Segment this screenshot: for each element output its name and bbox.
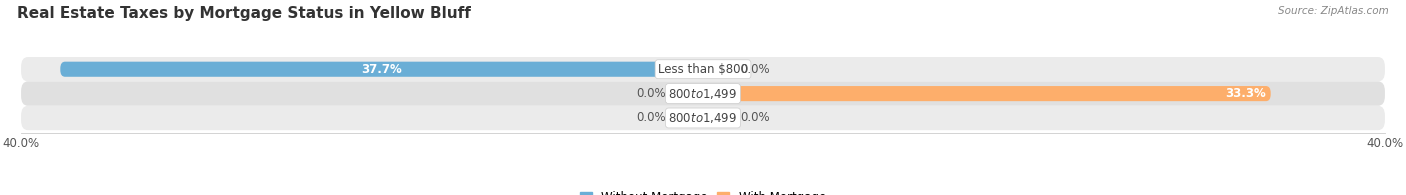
FancyBboxPatch shape bbox=[21, 106, 1385, 130]
FancyBboxPatch shape bbox=[21, 57, 1385, 82]
Text: 0.0%: 0.0% bbox=[636, 87, 665, 100]
Text: 0.0%: 0.0% bbox=[741, 112, 770, 124]
Text: 0.0%: 0.0% bbox=[741, 63, 770, 76]
Text: Source: ZipAtlas.com: Source: ZipAtlas.com bbox=[1278, 6, 1389, 16]
Text: Real Estate Taxes by Mortgage Status in Yellow Bluff: Real Estate Taxes by Mortgage Status in … bbox=[17, 6, 471, 21]
Legend: Without Mortgage, With Mortgage: Without Mortgage, With Mortgage bbox=[575, 186, 831, 195]
Text: 0.0%: 0.0% bbox=[636, 112, 665, 124]
Text: $800 to $1,499: $800 to $1,499 bbox=[668, 87, 738, 101]
Text: 33.3%: 33.3% bbox=[1225, 87, 1265, 100]
FancyBboxPatch shape bbox=[703, 86, 1271, 101]
FancyBboxPatch shape bbox=[672, 86, 703, 101]
FancyBboxPatch shape bbox=[703, 62, 734, 77]
Text: Less than $800: Less than $800 bbox=[658, 63, 748, 76]
Text: 37.7%: 37.7% bbox=[361, 63, 402, 76]
FancyBboxPatch shape bbox=[672, 110, 703, 126]
FancyBboxPatch shape bbox=[60, 62, 703, 77]
Text: $800 to $1,499: $800 to $1,499 bbox=[668, 111, 738, 125]
FancyBboxPatch shape bbox=[703, 110, 734, 126]
FancyBboxPatch shape bbox=[21, 82, 1385, 106]
